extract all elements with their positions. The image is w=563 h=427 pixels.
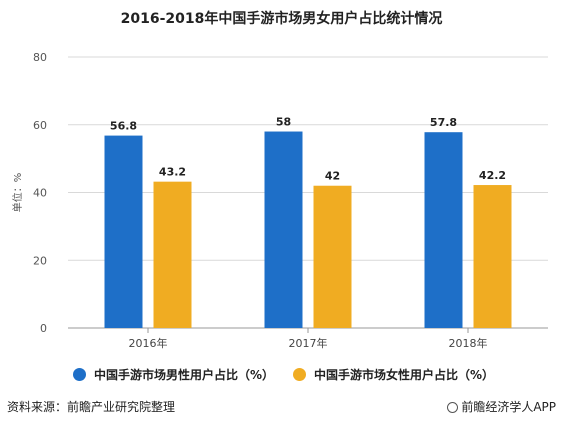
legend-item-female: 中国手游市场女性用户占比（%）: [293, 366, 494, 383]
legend: 中国手游市场男性用户占比（%） 中国手游市场女性用户占比（%）: [0, 366, 563, 386]
footer: 资料来源：前瞻产业研究院整理 前瞻经济学人APP: [7, 398, 556, 418]
y-axis-label: 单位：%: [11, 173, 24, 213]
bar-male: [104, 135, 143, 328]
legend-item-male: 中国手游市场男性用户占比（%）: [73, 366, 274, 383]
legend-label-male: 中国手游市场男性用户占比（%）: [94, 368, 275, 382]
y-tick-label: 80: [33, 51, 47, 64]
bar-female: [473, 185, 512, 328]
bar-chart: 0 20 40 60 80 单位：% 2016年 56.8 43.2 2017年 58 42 2018年…: [11, 51, 548, 350]
brand-name: 前瞻经济学人APP: [461, 400, 556, 414]
y-tick-label: 40: [33, 187, 47, 200]
data-label: 42: [325, 170, 340, 183]
bar-male: [264, 131, 303, 328]
bar-female: [313, 185, 352, 328]
y-tick-label: 60: [33, 119, 47, 132]
data-label: 56.8: [110, 120, 137, 133]
data-label: 43.2: [159, 166, 186, 179]
x-tick-label: 2016年: [129, 336, 168, 350]
legend-swatch-male: [73, 368, 86, 381]
data-label: 58: [276, 116, 291, 129]
data-label: 42.2: [479, 169, 506, 182]
bar-female: [153, 181, 192, 328]
brand: 前瞻经济学人APP: [447, 398, 556, 415]
brand-logo-icon: [447, 402, 459, 413]
x-tick-label: 2017年: [289, 336, 328, 350]
y-tick-label: 0: [40, 322, 47, 335]
source-note: 资料来源：前瞻产业研究院整理: [7, 400, 176, 414]
y-tick-label: 20: [33, 254, 47, 267]
chart-title: 2016-2018年中国手游市场男女用户占比统计情况: [120, 11, 443, 27]
legend-swatch-female: [293, 368, 306, 381]
x-tick-label: 2018年: [449, 336, 488, 350]
bar-male: [424, 132, 463, 328]
data-label: 57.8: [430, 116, 457, 129]
legend-label-female: 中国手游市场女性用户占比（%）: [314, 368, 495, 382]
